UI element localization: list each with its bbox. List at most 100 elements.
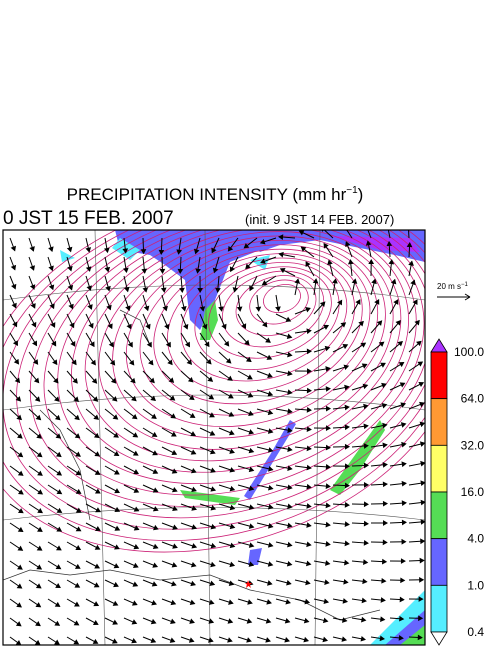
wind-arrowhead xyxy=(208,599,215,605)
wind-arrowhead xyxy=(342,598,349,604)
wind-arrowhead xyxy=(186,359,193,365)
wind-arrowhead xyxy=(149,377,155,384)
wind-arrowhead xyxy=(170,599,177,606)
grid-line xyxy=(3,230,425,645)
wind-scale-arrowhead xyxy=(464,293,471,301)
wind-arrowhead xyxy=(228,599,234,605)
wind-arrowhead xyxy=(17,508,24,514)
wind-arrowhead xyxy=(190,431,197,437)
wind-arrowhead xyxy=(70,341,76,347)
wind-arrowhead xyxy=(74,582,81,588)
wind-arrowhead xyxy=(382,539,388,546)
wind-arrowhead xyxy=(287,522,293,529)
contour xyxy=(139,244,371,416)
wind-arrowhead xyxy=(247,374,253,380)
wind-arrowhead xyxy=(36,545,43,551)
wind-arrowhead xyxy=(248,542,255,548)
wind-arrowhead xyxy=(279,268,286,274)
wind-arrowhead xyxy=(53,377,59,384)
wind-arrowhead xyxy=(73,620,80,626)
wind-arrowhead xyxy=(399,596,405,603)
wind-arrowhead xyxy=(56,470,63,476)
wind-arrowhead xyxy=(249,285,255,292)
wind-arrowhead xyxy=(106,304,112,311)
wind-arrowhead xyxy=(169,637,176,643)
wind-arrowhead xyxy=(232,287,239,293)
wind-arrowhead xyxy=(401,500,407,506)
wind-arrowhead xyxy=(202,323,208,330)
wind-arrowhead xyxy=(103,247,110,254)
wind-arrowhead xyxy=(342,344,349,350)
wind-arrowhead xyxy=(209,430,216,436)
wind-arrowhead xyxy=(74,601,80,607)
wind-arrowhead xyxy=(266,354,273,360)
wind-arrowhead xyxy=(363,403,369,410)
wind-arrowhead xyxy=(381,558,388,565)
wind-arrowhead xyxy=(193,248,200,255)
wind-arrowhead xyxy=(325,560,331,566)
wind-arrowhead xyxy=(54,620,61,626)
wind-arrowhead xyxy=(123,286,130,293)
wind-arrowhead xyxy=(419,421,425,428)
wind-arrowhead xyxy=(133,544,140,550)
wind-arrowhead xyxy=(30,303,36,309)
wind-arrowhead xyxy=(285,599,292,605)
wind-arrowhead xyxy=(207,376,214,382)
wind-arrowhead xyxy=(381,382,387,389)
wind-arrowhead xyxy=(152,562,159,568)
wind-arrowhead xyxy=(229,266,235,273)
wind-vector xyxy=(367,230,372,239)
wind-arrowhead xyxy=(267,391,274,397)
wind-arrowhead xyxy=(417,634,423,641)
wind-arrowhead xyxy=(363,443,369,449)
wind-arrowhead xyxy=(241,323,247,330)
wind-arrowhead xyxy=(131,395,137,402)
wind-arrowhead xyxy=(126,323,132,330)
wind-arrowhead xyxy=(362,383,369,390)
wind-arrowhead xyxy=(133,469,140,475)
wind-arrowhead xyxy=(56,545,62,551)
contour xyxy=(84,230,402,462)
wind-arrowhead xyxy=(344,559,350,566)
wind-arrowhead xyxy=(247,599,253,605)
wind-arrowhead xyxy=(142,287,149,293)
wind-arrowhead xyxy=(212,267,219,274)
wind-arrowhead xyxy=(401,461,407,468)
wind-arrowhead xyxy=(401,441,407,448)
wind-arrowhead xyxy=(244,339,250,346)
wind-arrowhead xyxy=(306,541,312,548)
wind-arrowhead xyxy=(145,323,151,330)
wind-arrowhead xyxy=(127,341,133,348)
wind-arrowhead xyxy=(187,376,194,383)
wind-arrowhead xyxy=(303,636,309,643)
wind-arrowhead xyxy=(133,506,140,512)
wind-arrowhead xyxy=(56,507,63,513)
wind-arrowhead xyxy=(140,249,147,255)
wind-arrowhead xyxy=(56,489,63,495)
wind-arrowhead xyxy=(176,249,183,255)
wind-arrowhead xyxy=(397,341,403,347)
wind-arrowhead xyxy=(151,600,157,606)
wind-arrowhead xyxy=(236,306,243,312)
wind-arrowhead xyxy=(228,429,235,436)
wind-arrowhead xyxy=(306,445,312,452)
wind-arrowhead xyxy=(365,240,372,246)
colorbar-label: 32.0 xyxy=(461,438,485,452)
wind-arrowhead xyxy=(146,341,152,348)
wind-arrowhead xyxy=(54,601,61,607)
map-frame xyxy=(2,229,426,646)
wind-arrowhead xyxy=(418,596,424,602)
wind-arrowhead xyxy=(265,618,272,624)
wind-arrowhead xyxy=(72,377,78,384)
colorbar-label: 64.0 xyxy=(461,392,485,406)
wind-arrowhead xyxy=(94,469,101,475)
wind-arrowhead xyxy=(401,519,407,526)
wind-arrowhead xyxy=(73,396,79,402)
wind-arrowhead xyxy=(229,467,236,473)
wind-arrowhead xyxy=(130,377,136,384)
contour xyxy=(3,230,425,542)
wind-arrowhead xyxy=(16,414,22,421)
wind-arrowhead xyxy=(93,582,100,588)
wind-arrowhead xyxy=(417,361,424,367)
